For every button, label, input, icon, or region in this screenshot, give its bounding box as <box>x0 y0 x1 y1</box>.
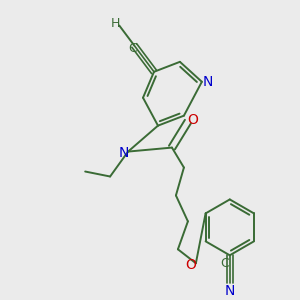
Text: C: C <box>220 257 229 270</box>
Text: C: C <box>128 42 136 55</box>
Text: H: H <box>111 17 120 30</box>
Text: N: N <box>225 284 235 298</box>
Text: O: O <box>185 258 196 272</box>
Text: N: N <box>119 146 129 160</box>
Text: N: N <box>203 75 213 89</box>
Text: O: O <box>188 113 198 127</box>
